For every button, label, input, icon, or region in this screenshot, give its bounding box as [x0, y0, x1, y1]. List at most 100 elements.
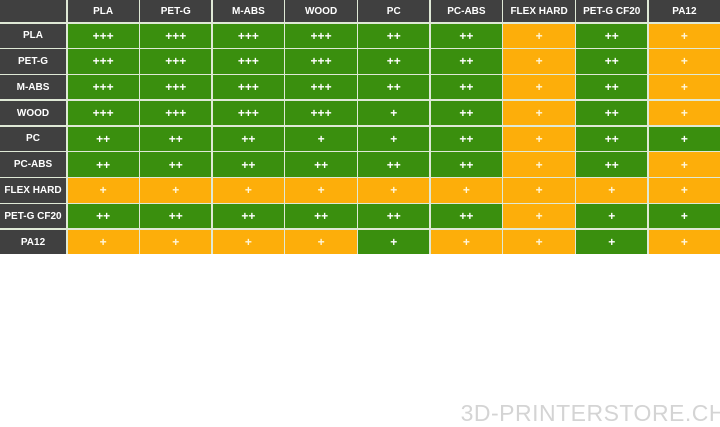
table-cell: + — [648, 152, 720, 177]
table-cell: +++ — [285, 49, 357, 74]
table-cell: + — [430, 178, 502, 203]
table-cell: ++ — [576, 75, 648, 100]
table-cell: ++ — [576, 49, 648, 74]
row-header: WOOD — [0, 100, 66, 126]
table-cell: +++ — [140, 49, 212, 74]
table-cell: +++ — [140, 75, 212, 100]
row-header: PLA — [0, 23, 66, 48]
table-cell: + — [430, 229, 502, 255]
table-cell: ++ — [576, 100, 648, 126]
table-cell: ++ — [576, 152, 648, 177]
table-cell: + — [648, 126, 720, 151]
table-cell: ++ — [212, 126, 284, 151]
table-cell: + — [140, 178, 212, 203]
column-header: PET-G CF20 — [576, 0, 648, 22]
table-cell: ++ — [430, 204, 502, 229]
table-cell: ++ — [285, 152, 357, 177]
table-cell: + — [212, 229, 284, 255]
table-cell: ++ — [430, 23, 502, 48]
table-cell: +++ — [67, 100, 139, 126]
table-cell: + — [285, 126, 357, 151]
table-cell: + — [648, 23, 720, 48]
table-cell: + — [503, 229, 575, 255]
table-cell: ++ — [140, 126, 212, 151]
table-cell: ++ — [212, 152, 284, 177]
row-header: PC — [0, 126, 66, 151]
table-cell: +++ — [212, 23, 284, 48]
row-header: FLEX HARD — [0, 178, 66, 203]
table-cell: + — [67, 178, 139, 203]
compatibility-table: PLA PET-G M-ABS WOOD PC PC-ABS FLEX HARD PET-G … — [0, 0, 720, 255]
table-cell: + — [648, 100, 720, 126]
table-cell: + — [576, 229, 648, 255]
table-cell: + — [503, 100, 575, 126]
table-cell: ++ — [67, 152, 139, 177]
table-cell: + — [358, 100, 430, 126]
table-cell: + — [648, 229, 720, 255]
row-header: PET-G — [0, 49, 66, 74]
table-cell: ++ — [576, 126, 648, 151]
table-cell: + — [503, 126, 575, 151]
table-cell: + — [503, 23, 575, 48]
table-corner-cell — [0, 0, 66, 22]
table-cell: +++ — [212, 100, 284, 126]
table-cell: ++ — [430, 100, 502, 126]
table-cell: + — [648, 75, 720, 100]
table-cell: ++ — [358, 75, 430, 100]
table-cell: + — [358, 178, 430, 203]
table-cell: +++ — [285, 100, 357, 126]
table-cell: ++ — [212, 204, 284, 229]
table-cell: ++ — [67, 204, 139, 229]
table-cell: ++ — [140, 152, 212, 177]
table-cell: + — [212, 178, 284, 203]
table-cell: + — [67, 229, 139, 255]
table-cell: + — [503, 204, 575, 229]
table-cell: + — [648, 178, 720, 203]
table-cell: ++ — [576, 23, 648, 48]
table-cell: + — [358, 126, 430, 151]
watermark-logo: 3D-PRINTERSTORE.CH — [460, 400, 720, 426]
table-cell: ++ — [285, 204, 357, 229]
row-header: M-ABS — [0, 75, 66, 100]
column-header: PC-ABS — [430, 0, 502, 22]
column-header: FLEX HARD — [503, 0, 575, 22]
table-cell: + — [503, 152, 575, 177]
table-cell: +++ — [67, 23, 139, 48]
column-header: PC — [358, 0, 430, 22]
table-cell: +++ — [285, 75, 357, 100]
table-cell: + — [576, 204, 648, 229]
table-cell: ++ — [140, 204, 212, 229]
table-cell: +++ — [67, 75, 139, 100]
table-cell: + — [285, 229, 357, 255]
table-cell: + — [503, 49, 575, 74]
table-cell: + — [648, 204, 720, 229]
table-cell: +++ — [212, 49, 284, 74]
column-header: WOOD — [285, 0, 357, 22]
table-cell: ++ — [67, 126, 139, 151]
table-cell: ++ — [358, 152, 430, 177]
table-cell: + — [503, 75, 575, 100]
table-cell: ++ — [358, 204, 430, 229]
table-cell: ++ — [430, 49, 502, 74]
table-cell: +++ — [140, 23, 212, 48]
table-cell: + — [648, 49, 720, 74]
table-cell: ++ — [358, 23, 430, 48]
table-cell: + — [140, 229, 212, 255]
row-header: PET-G CF20 — [0, 204, 66, 229]
table-cell: +++ — [67, 49, 139, 74]
table-cell: + — [503, 178, 575, 203]
table-cell: ++ — [430, 75, 502, 100]
table-cell: +++ — [140, 100, 212, 126]
row-header: PA12 — [0, 229, 66, 255]
column-header: M-ABS — [212, 0, 284, 22]
table-cell: + — [576, 178, 648, 203]
table-cell: +++ — [212, 75, 284, 100]
table-cell: ++ — [430, 152, 502, 177]
row-header: PC-ABS — [0, 152, 66, 177]
column-header: PA12 — [648, 0, 720, 22]
column-header: PLA — [67, 0, 139, 22]
table-cell: ++ — [358, 49, 430, 74]
table-cell: ++ — [430, 126, 502, 151]
table-cell: + — [285, 178, 357, 203]
table-cell: + — [358, 229, 430, 255]
